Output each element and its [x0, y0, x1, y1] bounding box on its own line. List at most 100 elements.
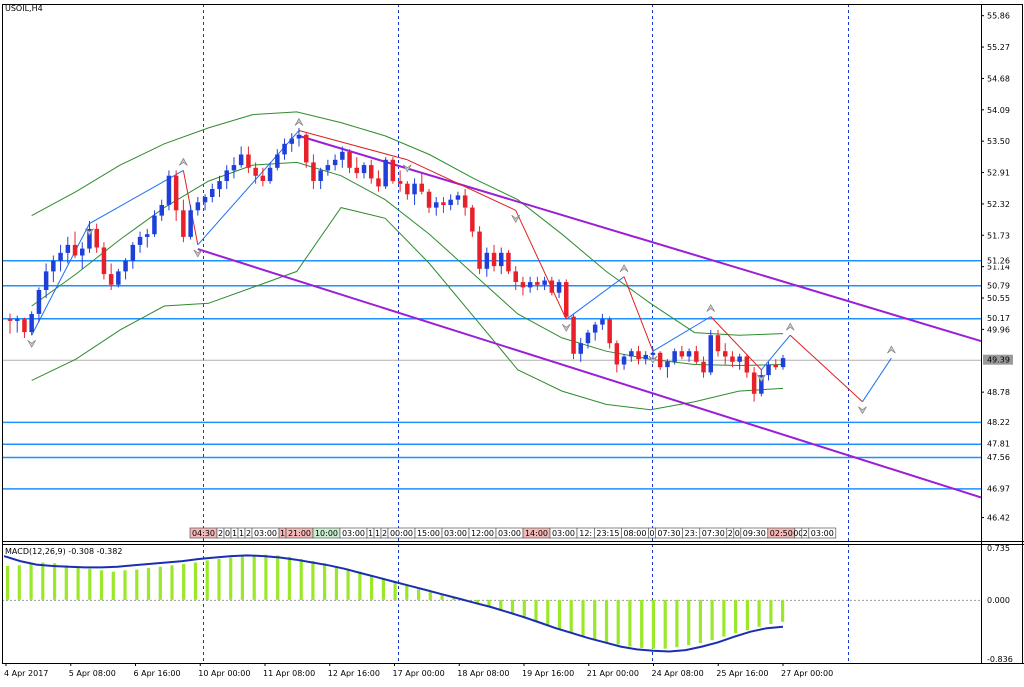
macd-signal-line: [3, 554, 784, 653]
candle: [159, 199, 164, 221]
candle-body: [260, 175, 266, 181]
candle: [614, 340, 620, 373]
candle: [477, 226, 482, 275]
session-tag-text: 0: [649, 529, 654, 538]
candle-body: [246, 154, 251, 168]
candle: [202, 194, 208, 211]
candle: [441, 197, 446, 213]
session-tag-text: 0: [225, 529, 230, 538]
candle: [65, 236, 71, 264]
candle-body: [369, 165, 374, 179]
candle: [311, 154, 316, 190]
candle-body: [210, 189, 215, 197]
macd-bar: [76, 566, 80, 600]
session-tag: 12:00: [468, 527, 497, 539]
macd-bar: [510, 599, 515, 614]
candle-body: [672, 351, 677, 362]
level-tag-text: 51.26: [987, 256, 1010, 265]
macd-bar: [323, 563, 327, 600]
level-tag: 48.22: [983, 416, 1013, 427]
candle: [412, 178, 417, 205]
candle: [260, 167, 266, 187]
candle-body: [224, 170, 229, 181]
time-tick-label: 5 Apr 08:00: [69, 669, 116, 678]
candle-body: [51, 260, 56, 272]
macd-bar: [757, 599, 761, 627]
level-tag-box: [983, 451, 1013, 462]
macd-bar: [745, 599, 749, 631]
axis-labels: 55.86 55.27 54.68 54.09 53.50 52.91 52.32 51.73…: [4, 12, 1013, 678]
candle: [455, 191, 461, 205]
macd-panel: [3, 554, 785, 653]
session-tag-text: 1: [239, 529, 244, 538]
session-tag: 2: [244, 527, 253, 539]
candle: [224, 165, 229, 190]
candle: [296, 127, 302, 147]
candle-body: [412, 183, 417, 195]
time-tick-label: 6 Apr 16:00: [134, 669, 181, 678]
session-tag-text: 21:00: [288, 529, 311, 538]
candle: [29, 311, 34, 336]
time-tick-label: 19 Apr 16:00: [522, 669, 574, 678]
session-tag-text: 2: [382, 529, 387, 538]
candle: [108, 263, 114, 291]
candle-body: [72, 244, 78, 256]
macd-bar: [628, 599, 632, 647]
macd-bar: [722, 599, 726, 637]
session-tag-text: 1: [280, 529, 285, 538]
candle: [22, 317, 27, 338]
session-tag: 2: [726, 527, 735, 539]
session-tag: 1: [366, 527, 375, 539]
time-tick-label: 24 Apr 08:00: [652, 669, 704, 678]
macd-bar: [135, 569, 139, 600]
candle: [36, 287, 42, 322]
candle-body: [715, 335, 721, 352]
candle-body: [773, 364, 778, 368]
candle: [15, 315, 20, 333]
candle-body: [585, 332, 591, 344]
candle-body: [282, 143, 287, 155]
candle: [701, 356, 706, 378]
level-tag: 51.26: [983, 255, 1013, 266]
candle: [679, 345, 685, 360]
candle: [730, 351, 735, 368]
candle: [499, 247, 504, 275]
price-tick-label: 52.32: [987, 200, 1010, 209]
session-tag: 0: [733, 527, 742, 539]
candle: [347, 149, 352, 174]
candle-body: [318, 170, 323, 181]
fractal-down-marker: [193, 249, 203, 258]
fractal-down-marker: [403, 164, 412, 173]
macd-bar: [581, 599, 585, 637]
zigzag-segment: [789, 334, 863, 403]
candle: [130, 242, 136, 269]
candle-body: [311, 162, 316, 181]
candle-body: [426, 191, 432, 208]
macd-bar: [264, 554, 268, 600]
session-tag-text: 23:15: [596, 529, 619, 538]
candle: [72, 231, 78, 259]
candle-body: [665, 361, 670, 368]
candle: [484, 247, 490, 277]
candle: [571, 313, 576, 360]
candle: [556, 279, 562, 299]
session-tag: 1: [230, 527, 239, 539]
candle: [390, 157, 396, 184]
candle: [585, 329, 591, 349]
candle-body: [513, 271, 518, 282]
candle: [462, 189, 468, 216]
level-tag-text: 47.81: [987, 440, 1010, 449]
session-tag: 0: [648, 527, 656, 539]
channel-upper: [298, 134, 982, 343]
candle: [318, 167, 323, 190]
candle: [715, 329, 721, 357]
session-tag-text: 12:00: [471, 529, 494, 538]
candle: [549, 276, 555, 296]
candle: [686, 348, 692, 362]
session-tag-text: 2: [803, 529, 808, 538]
macd-bar: [381, 578, 385, 600]
candle: [607, 316, 612, 349]
price-tick-label: 49.96: [987, 325, 1010, 334]
candle-body: [376, 178, 381, 187]
